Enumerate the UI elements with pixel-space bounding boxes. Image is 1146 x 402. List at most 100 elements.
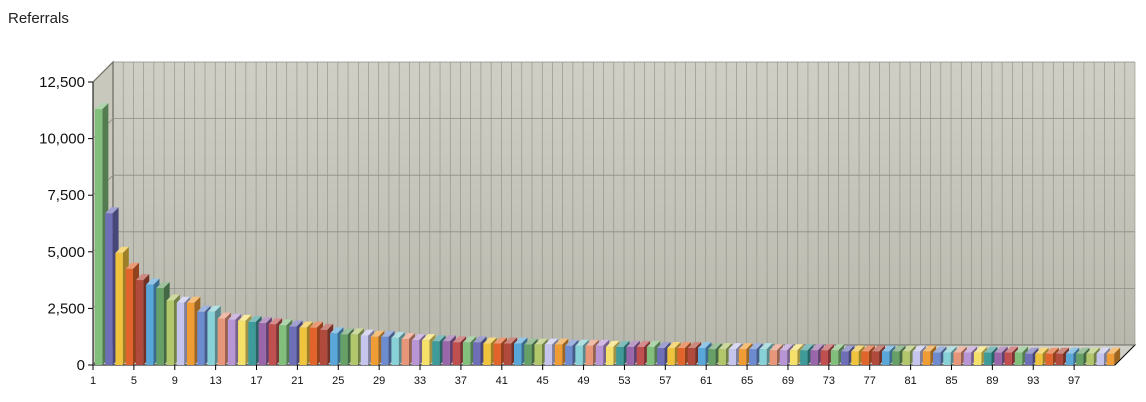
bar-front xyxy=(953,352,961,365)
bar-front xyxy=(156,288,164,365)
bar-top xyxy=(769,344,783,351)
bar-front xyxy=(575,345,583,365)
bar-top xyxy=(565,339,579,346)
bar-front xyxy=(800,350,808,365)
bar-top xyxy=(473,336,487,343)
bar-front xyxy=(892,351,900,365)
x-tick-label: 77 xyxy=(864,375,876,387)
bar-top xyxy=(411,334,426,341)
bar-top xyxy=(1014,346,1029,353)
y-tick-label: 10,000 xyxy=(39,131,85,148)
bar-top xyxy=(902,345,916,352)
bar-top xyxy=(391,331,405,338)
bar-front xyxy=(258,323,266,365)
bar-top xyxy=(462,336,477,343)
x-tick-label: 69 xyxy=(782,375,794,387)
bar-top xyxy=(912,345,926,352)
bar-front xyxy=(1076,353,1084,365)
bar-top xyxy=(135,274,150,281)
bar-top xyxy=(1055,347,1070,354)
bar-100 xyxy=(1106,347,1121,365)
bar-top xyxy=(350,328,364,335)
bar-top xyxy=(626,340,640,347)
bar-front xyxy=(197,311,205,365)
bar-top xyxy=(258,317,272,324)
bar-top xyxy=(575,339,589,346)
bar-front xyxy=(738,349,747,365)
bar-top xyxy=(278,319,293,326)
bar-front xyxy=(626,346,634,365)
y-tick-label: 12,500 xyxy=(39,74,85,91)
bar-front xyxy=(646,346,655,365)
bar-top xyxy=(779,344,794,351)
x-tick-label: 25 xyxy=(332,375,344,387)
bar-top xyxy=(238,314,252,321)
bar-top xyxy=(401,332,415,339)
bar-front xyxy=(585,345,593,365)
bar-top xyxy=(524,338,538,345)
bar-top xyxy=(789,344,804,351)
bar-top xyxy=(217,312,231,319)
bar-top xyxy=(176,296,191,303)
bar-front xyxy=(667,348,675,365)
bar-front xyxy=(1004,352,1012,365)
bar-top xyxy=(95,103,109,110)
bar-front xyxy=(391,337,399,365)
x-tick-label: 49 xyxy=(577,375,589,387)
bar-top xyxy=(299,321,313,328)
bar-top xyxy=(340,328,354,335)
bar-top xyxy=(871,345,886,352)
bar-top xyxy=(319,323,334,330)
bar-top xyxy=(115,246,129,253)
bar-top xyxy=(1106,347,1121,354)
bar-front xyxy=(1106,353,1115,365)
y-tick-label: 0 xyxy=(77,357,85,374)
bar-front xyxy=(360,335,369,365)
bar-front xyxy=(820,350,828,365)
bar-front xyxy=(503,343,512,365)
bar-top xyxy=(933,346,947,353)
bar-front xyxy=(309,327,317,365)
bar-top xyxy=(360,329,375,336)
bar-front xyxy=(493,343,501,365)
bar-front xyxy=(1055,353,1064,365)
bar-top xyxy=(1076,347,1090,354)
bar-front xyxy=(708,349,716,365)
x-tick-label: 33 xyxy=(414,375,426,387)
bar-front xyxy=(411,340,420,365)
bar-front xyxy=(176,302,185,365)
bar-front xyxy=(207,311,215,365)
bar-top xyxy=(636,340,651,347)
bar-front xyxy=(861,351,869,365)
bar-front xyxy=(1096,353,1104,365)
bar-top xyxy=(881,345,896,352)
bar-front xyxy=(902,351,910,365)
bar-top xyxy=(1035,347,1049,354)
bar-top xyxy=(759,343,773,350)
bar-top xyxy=(800,344,814,351)
bar-top xyxy=(677,342,691,349)
x-tick-label: 37 xyxy=(455,375,467,387)
bar-top xyxy=(984,346,998,353)
bar-front xyxy=(146,284,154,365)
bar-front xyxy=(554,344,563,365)
bar-front xyxy=(95,109,103,365)
bar-front xyxy=(677,348,685,365)
bar-top xyxy=(1004,346,1018,353)
y-tick-label: 2,500 xyxy=(47,300,85,317)
x-tick-label: 93 xyxy=(1027,375,1039,387)
bar-top xyxy=(186,296,201,303)
bar-front xyxy=(841,351,849,365)
bar-top xyxy=(585,339,599,346)
bar-top xyxy=(544,338,559,345)
x-tick-label: 5 xyxy=(131,375,137,387)
bar-front xyxy=(657,348,665,365)
bar-front xyxy=(381,336,389,365)
bar-front xyxy=(319,329,328,365)
bar-top xyxy=(514,337,528,344)
bar-top xyxy=(125,262,140,269)
bar-front xyxy=(115,252,123,365)
bar-front xyxy=(994,352,1002,365)
x-tick-label: 57 xyxy=(659,375,671,387)
bar-top xyxy=(646,340,661,347)
